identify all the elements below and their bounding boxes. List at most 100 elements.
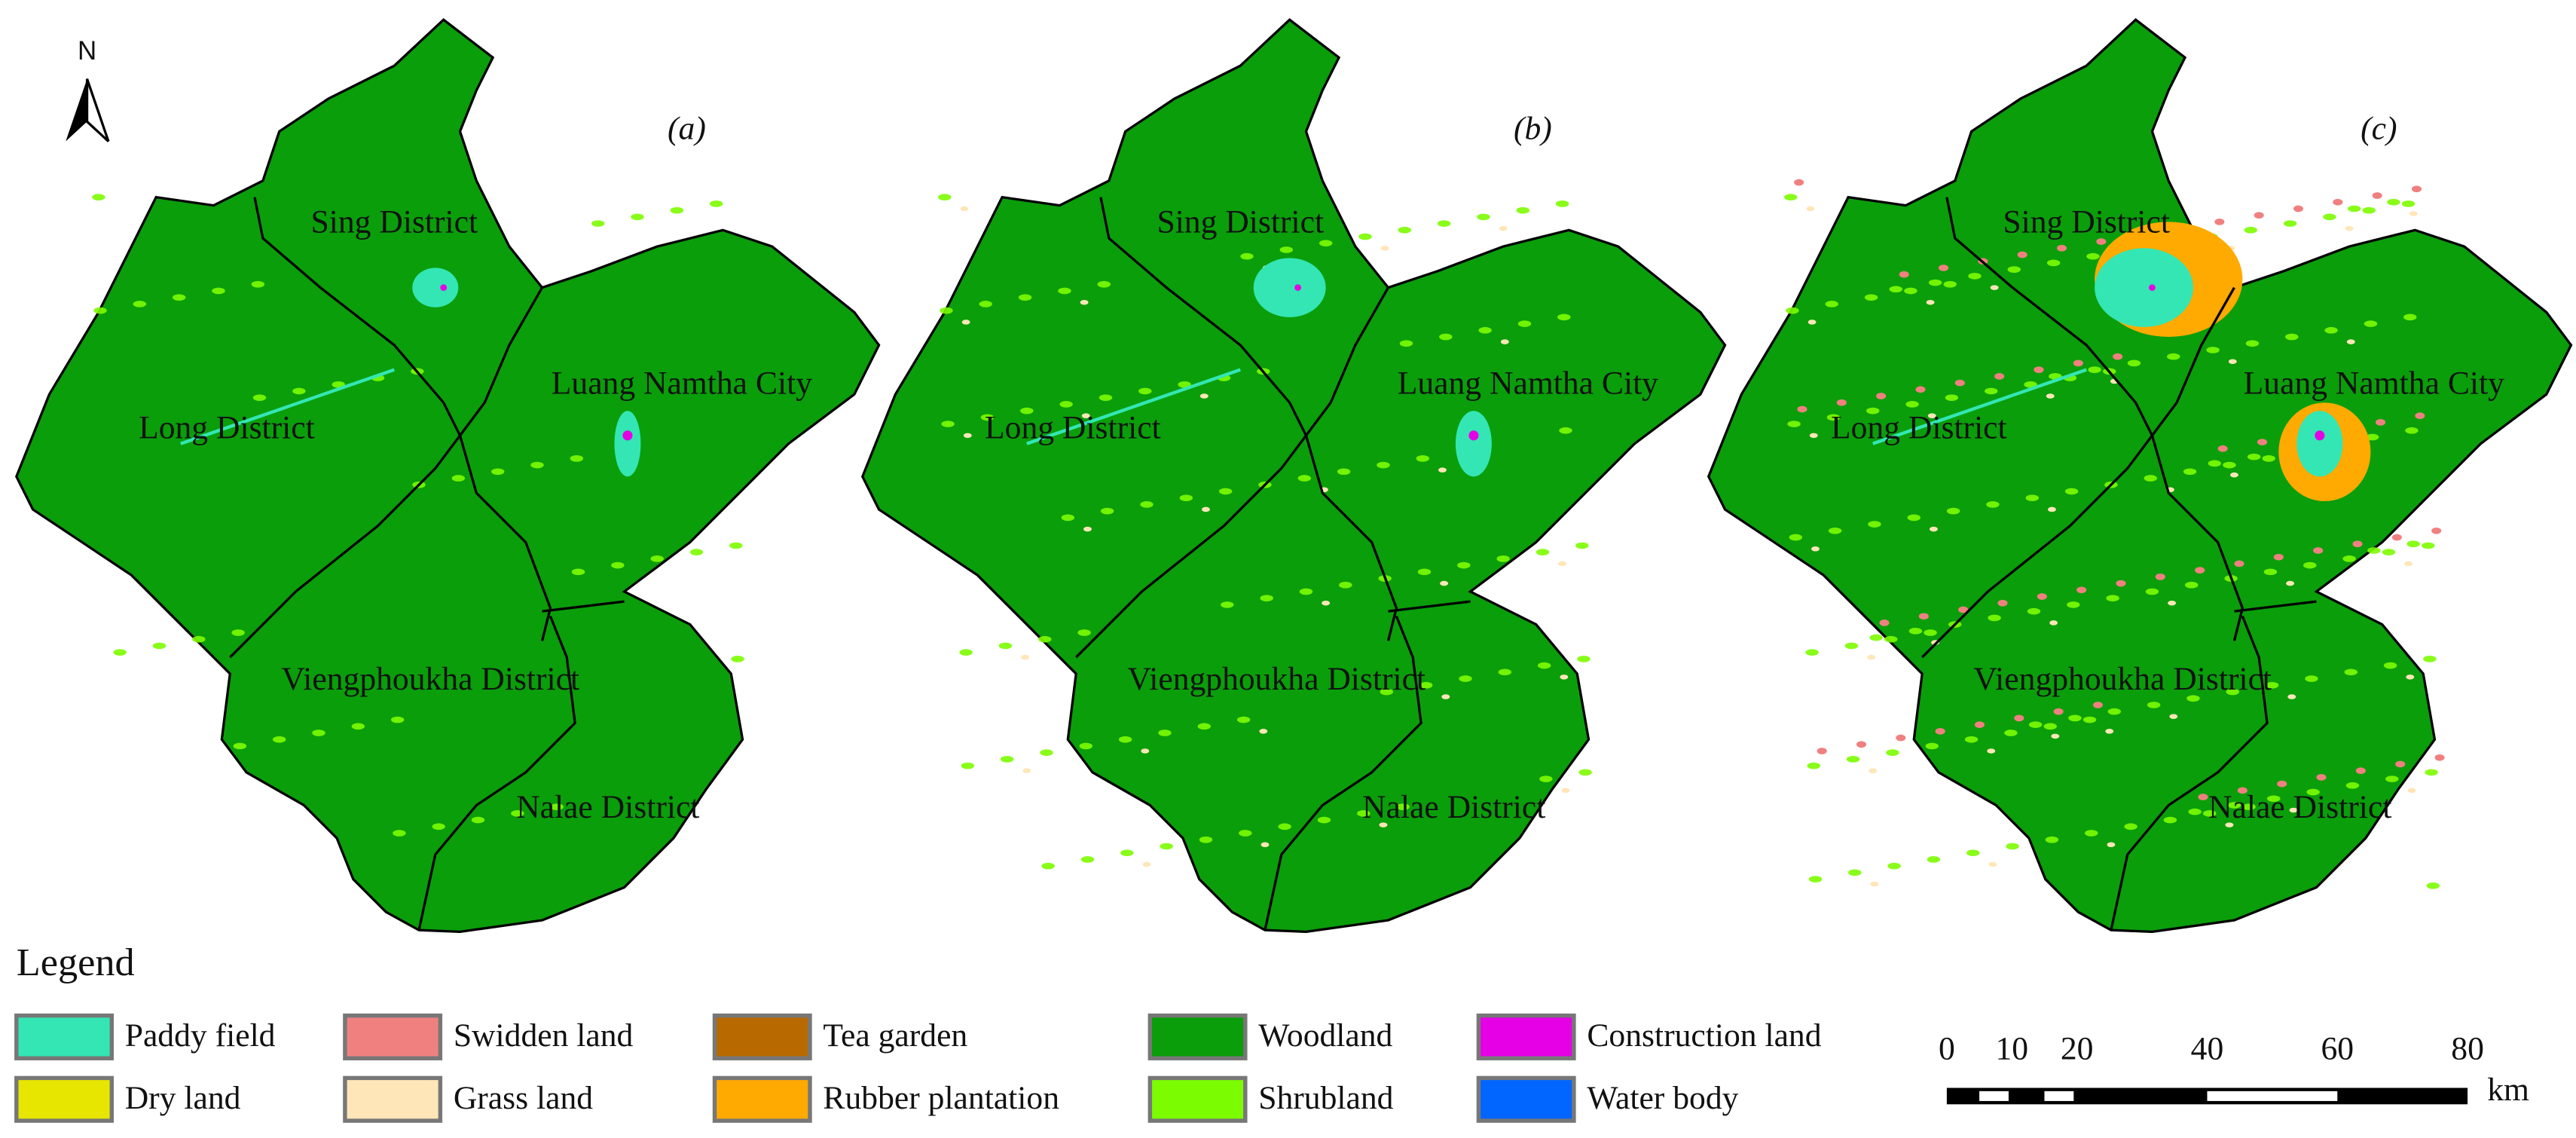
shrub-patch <box>1160 843 1173 850</box>
north-arrow: N <box>66 36 110 142</box>
scale-tick-label: 20 <box>2061 1031 2094 1067</box>
swidden-patch <box>1994 372 2005 380</box>
shrub-patch <box>1966 849 1980 857</box>
grass-patch <box>1990 285 1999 290</box>
grass-patch <box>2047 506 2056 512</box>
shrub-patch <box>631 213 644 221</box>
shrub-patch <box>2367 547 2381 554</box>
shrub-patch <box>1908 627 1923 635</box>
shrub-patch <box>1924 629 1937 636</box>
paddy-patch <box>1253 258 1326 317</box>
shrub-patch <box>2106 595 2119 602</box>
shrub-patch <box>2007 266 2021 273</box>
grass-patch <box>1560 675 1569 680</box>
shrub-patch <box>1239 830 1252 837</box>
shrub-patch <box>2028 721 2043 728</box>
shrub-patch <box>1380 688 1394 696</box>
shrub-patch <box>1058 287 1071 295</box>
swidden-patch <box>2113 353 2123 360</box>
district-label: Nalae District <box>2208 789 2391 825</box>
swidden-patch <box>2372 192 2382 199</box>
shrub-patch <box>2422 542 2435 549</box>
swidden-patch <box>1836 399 1847 406</box>
swidden-patch <box>1794 179 1804 186</box>
grass-patch <box>1083 526 1092 532</box>
swidden-patch <box>2375 419 2386 426</box>
shrub-patch <box>530 461 544 469</box>
swidden-patch <box>2155 573 2165 580</box>
grass-patch <box>1806 206 1815 212</box>
construction-spot <box>622 430 633 441</box>
district-border <box>1099 197 1307 436</box>
district-border <box>2110 616 2269 931</box>
grass-patch <box>2049 620 2058 626</box>
shrub-patch <box>1221 601 1234 608</box>
shrub-patch <box>1536 549 1550 556</box>
shrub-patch <box>93 307 107 314</box>
swidden-patch <box>2293 205 2304 213</box>
grass-patch <box>1558 561 1567 567</box>
district-border <box>1921 434 2153 659</box>
shrub-patch <box>941 421 955 427</box>
district-border <box>229 434 461 659</box>
grass-patch <box>2407 788 2416 794</box>
panel-label: (b) <box>1514 110 1552 146</box>
grass-patch <box>960 206 969 212</box>
legend-title: Legend <box>17 941 135 984</box>
swidden-patch <box>2198 794 2208 800</box>
shrub-patch <box>1199 836 1213 843</box>
shrub-patch <box>2342 555 2356 562</box>
legend-label: Grass land <box>454 1080 593 1116</box>
paddy-patch <box>412 268 459 307</box>
shrub-patch <box>1477 213 1490 221</box>
swidden-patch <box>2076 586 2087 594</box>
swidden-patch <box>2214 219 2225 225</box>
shrub-patch <box>2365 433 2379 441</box>
shrub-patch <box>2387 198 2400 206</box>
legend-swatch <box>1476 1075 1576 1123</box>
swidden-patch <box>2234 560 2244 567</box>
shrub-patch <box>1457 561 1471 569</box>
shrub-patch <box>2147 702 2161 708</box>
scale-segment <box>1979 1091 2009 1101</box>
shrub-patch <box>1417 568 1432 576</box>
shrub-patch <box>1197 723 1212 730</box>
shrub-patch <box>2124 823 2137 831</box>
district-border <box>1304 435 1398 641</box>
shrub-patch <box>152 642 167 650</box>
shrub-patch <box>2405 427 2419 434</box>
grass-patch <box>1202 506 1210 512</box>
shrub-patch <box>650 555 664 562</box>
swidden-patch <box>2017 251 2027 258</box>
shrub-patch <box>2406 540 2420 548</box>
swidden-patch <box>2273 553 2284 561</box>
shrub-patch <box>729 542 743 549</box>
shrub-patch <box>1299 588 1313 595</box>
shrub-patch <box>1844 642 1859 650</box>
shrub-patch <box>938 194 952 201</box>
shrub-patch <box>1825 301 1838 307</box>
shrub-patch <box>2245 340 2260 347</box>
shrub-patch <box>292 387 306 395</box>
shrub-patch <box>1846 756 1860 763</box>
shrub-patch <box>1848 869 1862 876</box>
shrub-patch <box>1218 488 1233 495</box>
shrub-patch <box>1339 581 1352 589</box>
shrub-patch <box>1927 856 1941 863</box>
shrub-patch <box>2323 213 2336 221</box>
swidden-patch <box>2277 780 2287 788</box>
shrub-patch <box>1539 775 1553 782</box>
shrub-patch <box>1787 421 1801 427</box>
shrub-patch <box>1928 279 1942 286</box>
shrub-patch <box>2183 468 2197 476</box>
shrub-patch <box>1555 200 1569 207</box>
shrub-patch <box>1260 595 1273 602</box>
district-label: Long District <box>1831 409 2007 445</box>
grass-patch <box>2346 339 2355 344</box>
shrub-patch <box>1319 240 1333 247</box>
shrub-patch <box>393 830 406 837</box>
scale-tick-label: 60 <box>2321 1031 2354 1067</box>
shrub-patch <box>1884 635 1898 643</box>
shrub-patch <box>1889 286 1903 293</box>
